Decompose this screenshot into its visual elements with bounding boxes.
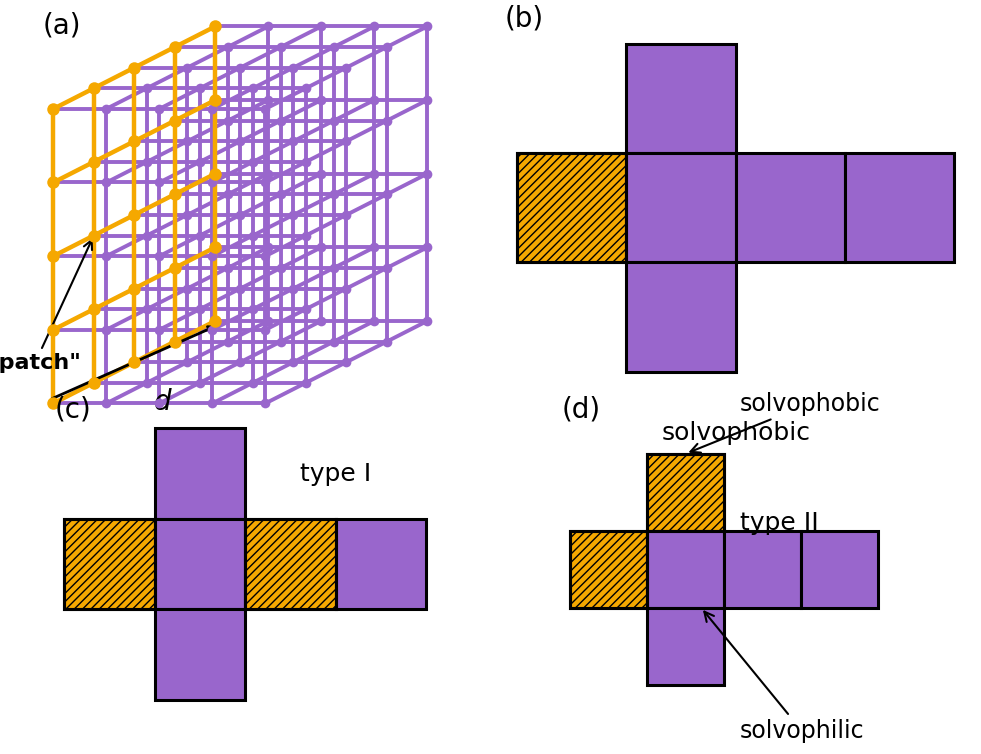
Bar — [65, 519, 155, 609]
Bar — [517, 153, 627, 262]
Bar — [724, 531, 801, 608]
Text: (a): (a) — [43, 11, 81, 40]
Bar — [336, 519, 426, 609]
Text: (b): (b) — [505, 5, 544, 32]
Bar — [627, 153, 736, 262]
Bar — [155, 428, 245, 519]
Text: (d): (d) — [562, 396, 601, 424]
Bar — [65, 519, 155, 609]
Text: type I: type I — [299, 461, 371, 486]
Bar — [517, 153, 627, 262]
Bar — [647, 454, 724, 531]
Text: (c): (c) — [54, 396, 91, 424]
Bar — [627, 262, 736, 372]
Bar — [736, 153, 845, 262]
Bar — [155, 609, 245, 700]
Text: solvophobic: solvophobic — [661, 421, 810, 445]
Bar — [647, 531, 724, 608]
Bar — [845, 153, 955, 262]
Text: solvophilic: solvophilic — [704, 611, 864, 743]
Bar — [570, 531, 647, 608]
Bar — [570, 531, 647, 608]
Bar — [627, 44, 736, 153]
Bar — [155, 519, 245, 609]
Bar — [647, 608, 724, 685]
Bar — [801, 531, 878, 608]
Bar — [245, 519, 336, 609]
Bar — [245, 519, 336, 609]
Text: type II: type II — [740, 511, 818, 535]
Bar — [647, 454, 724, 531]
Text: $d$: $d$ — [153, 388, 173, 416]
Text: "patch": "patch" — [0, 240, 92, 373]
Text: solvophobic: solvophobic — [691, 391, 880, 452]
